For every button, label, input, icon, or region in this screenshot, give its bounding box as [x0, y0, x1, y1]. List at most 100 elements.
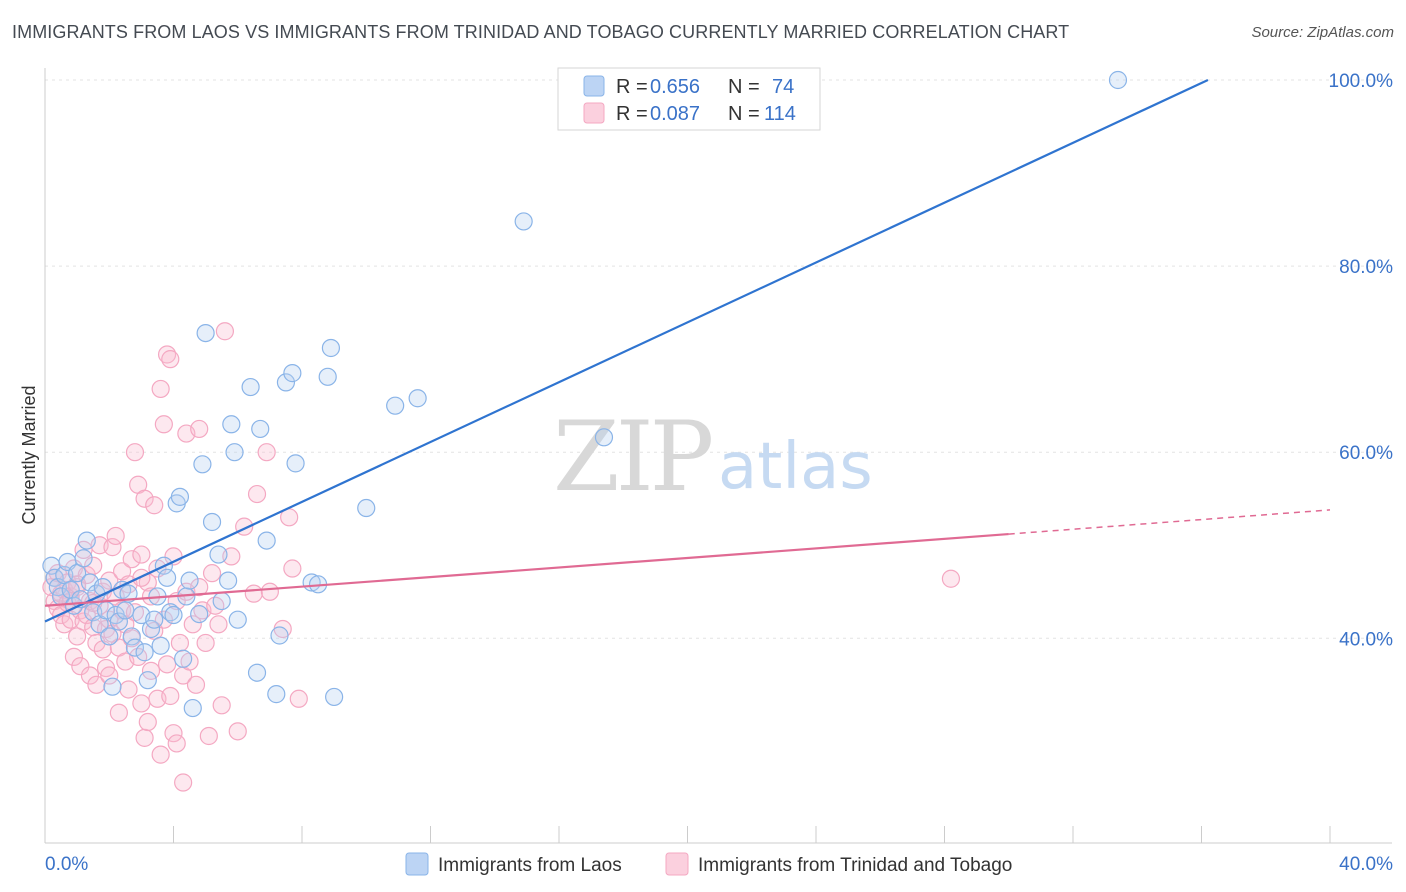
point-laos [125, 638, 145, 657]
point-laos [109, 612, 128, 631]
point-trinidad [100, 571, 119, 590]
x-tick-label: 0.0% [45, 854, 88, 875]
point-trinidad [125, 443, 145, 462]
point-trinidad [135, 489, 154, 508]
point-laos [270, 626, 289, 645]
legend-laos-r-label: R = [616, 76, 648, 98]
point-trinidad [202, 564, 222, 583]
bottom-legend-laos: Immigrants from Laos [438, 855, 622, 876]
point-laos [74, 549, 93, 568]
watermark: ZIP atlas [553, 401, 873, 513]
trend-line-laos [44, 79, 1209, 623]
bottom-legend: Immigrants from Laos Immigrants from Tri… [405, 852, 1012, 876]
point-trinidad [244, 584, 263, 603]
point-trinidad [228, 722, 247, 741]
point-trinidad [289, 689, 308, 708]
bottom-legend-swatch-laos [405, 852, 429, 876]
point-trinidad [145, 496, 164, 515]
point-trinidad [247, 484, 267, 504]
point-laos [325, 687, 344, 707]
y-tick-label: 60.0% [1339, 443, 1393, 464]
point-laos [241, 377, 260, 397]
point-trinidad [106, 526, 125, 546]
source-credit: Source: ZipAtlas.com [1251, 24, 1394, 41]
x-tick-labels: 0.0% 40.0% [45, 854, 1393, 875]
y-tick-label: 80.0% [1339, 257, 1393, 278]
point-laos [77, 531, 96, 550]
legend-trinidad-r-label: R = [616, 103, 648, 125]
point-laos [180, 571, 199, 590]
point-trinidad [190, 578, 209, 597]
point-laos [594, 428, 614, 447]
trend-lines [44, 79, 1331, 623]
point-trinidad [135, 728, 154, 747]
point-laos [151, 636, 170, 655]
point-trinidad [170, 633, 190, 653]
legend-trinidad-n-label: N = [728, 103, 760, 125]
legend-laos-r-value: 0.656 [650, 76, 700, 98]
point-laos [321, 338, 341, 358]
point-laos [212, 591, 231, 611]
point-trinidad [209, 615, 228, 634]
legend: R = 0.656 N = 74 R = 0.087 N = 114 [557, 67, 821, 131]
point-laos [119, 584, 138, 603]
point-laos [202, 512, 222, 532]
point-laos [193, 455, 212, 474]
point-laos [1108, 70, 1128, 90]
point-laos [209, 545, 228, 564]
point-laos [161, 603, 180, 622]
point-laos [257, 531, 276, 550]
point-laos [183, 698, 202, 718]
point-trinidad [109, 703, 128, 722]
point-laos [386, 396, 405, 415]
point-laos [196, 323, 215, 343]
bottom-legend-trinidad: Immigrants from Trinidad and Tobago [698, 855, 1012, 876]
point-laos [222, 415, 241, 434]
series-trinidad-points [42, 322, 961, 792]
point-trinidad [161, 686, 180, 706]
point-trinidad [100, 666, 119, 685]
point-trinidad [151, 379, 170, 399]
point-laos [408, 389, 427, 408]
trend-line-trinidad-extension [1008, 509, 1331, 535]
trend-line-trinidad [44, 532, 1009, 607]
point-laos [286, 454, 305, 473]
point-laos [135, 643, 154, 662]
grid-lines [45, 79, 1392, 639]
point-trinidad [151, 745, 170, 764]
legend-trinidad-r-value: 0.087 [650, 103, 700, 125]
point-laos [251, 419, 270, 439]
point-laos [170, 487, 190, 506]
point-laos [514, 212, 533, 231]
point-laos [318, 367, 337, 386]
axes [44, 68, 1392, 844]
point-laos [247, 663, 267, 682]
legend-trinidad-n-value: 114 [764, 103, 796, 125]
point-trinidad [190, 419, 209, 439]
point-trinidad [132, 545, 151, 564]
point-laos [190, 604, 209, 624]
watermark-atlas: atlas [718, 430, 873, 504]
point-trinidad [64, 647, 84, 667]
point-laos [164, 605, 183, 625]
point-trinidad [161, 350, 180, 369]
y-tick-labels: 40.0% 60.0% 80.0% 100.0% [1329, 71, 1394, 650]
point-laos [116, 601, 135, 620]
point-laos [276, 373, 296, 392]
point-trinidad [260, 582, 279, 601]
legend-swatch-laos [583, 75, 605, 97]
point-trinidad [119, 680, 138, 699]
point-laos [357, 498, 376, 518]
point-trinidad [167, 734, 186, 753]
point-trinidad [154, 415, 173, 434]
point-trinidad [103, 538, 122, 557]
point-trinidad [164, 724, 183, 743]
point-trinidad [941, 569, 961, 588]
point-trinidad [215, 322, 234, 341]
point-laos [122, 627, 141, 646]
point-trinidad [196, 633, 215, 653]
point-trinidad [122, 550, 141, 569]
point-trinidad [138, 712, 157, 732]
point-trinidad [71, 657, 90, 676]
point-laos [103, 677, 122, 696]
